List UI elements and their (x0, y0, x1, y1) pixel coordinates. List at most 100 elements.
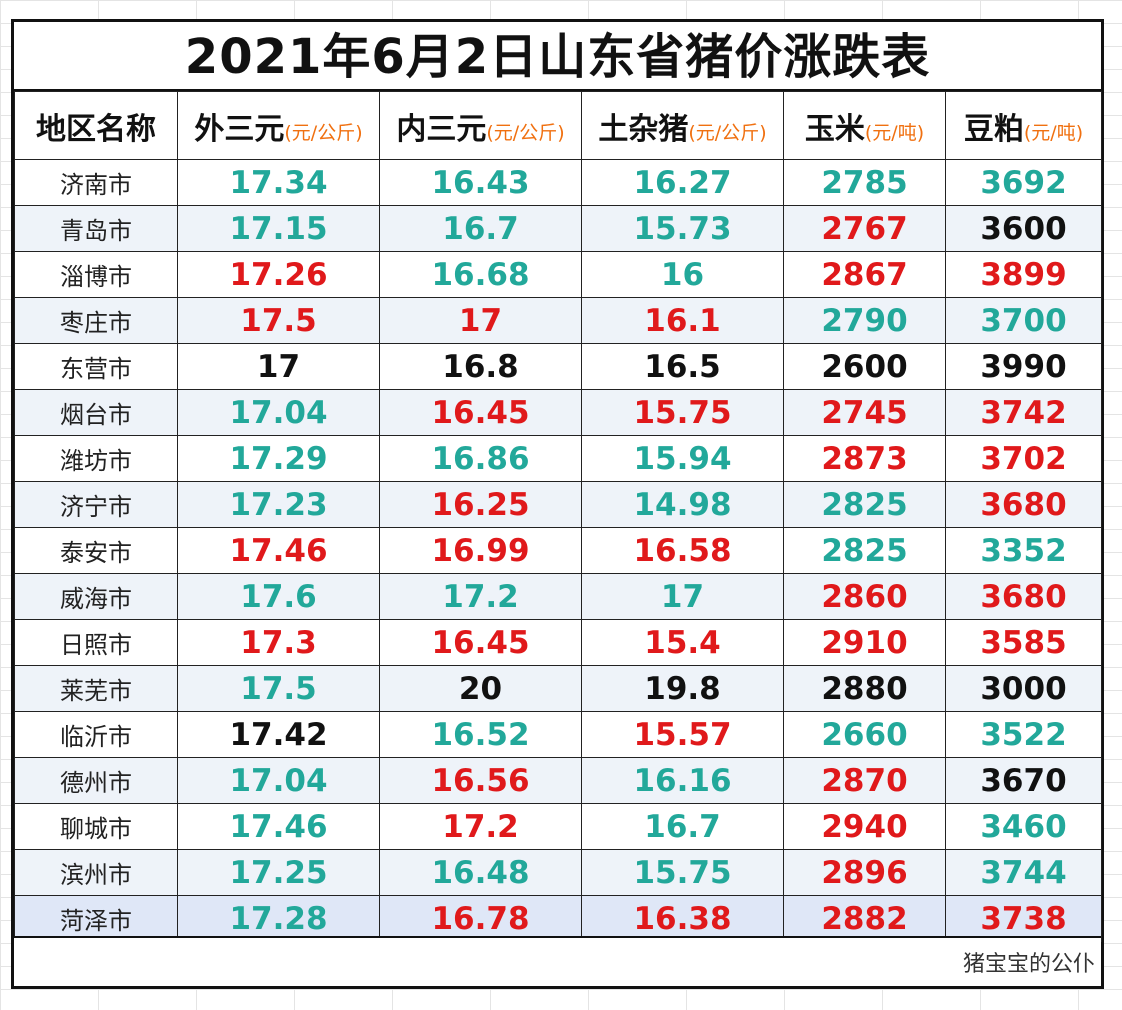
cell-neisanyuan[interactable]: 16.43 (379, 159, 582, 206)
cell-neisanyuan[interactable]: 16.52 (379, 711, 582, 758)
header-neisanyuan[interactable]: 内三元(元/公斤) (379, 91, 582, 160)
cell-tuzazhu[interactable]: 16.58 (581, 527, 784, 574)
cell-yumi[interactable]: 2867 (783, 251, 946, 298)
cell-doupo[interactable]: 3990 (945, 343, 1102, 390)
cell-neisanyuan[interactable]: 16.99 (379, 527, 582, 574)
cell-tuzazhu[interactable]: 16.5 (581, 343, 784, 390)
cell-region[interactable]: 滨州市 (14, 849, 178, 896)
cell-doupo[interactable]: 3352 (945, 527, 1102, 574)
cell-doupo[interactable]: 3522 (945, 711, 1102, 758)
cell-neisanyuan[interactable]: 16.7 (379, 205, 582, 252)
cell-waisanyuan[interactable]: 17.15 (177, 205, 380, 252)
header-waisanyuan[interactable]: 外三元(元/公斤) (177, 91, 380, 160)
cell-neisanyuan[interactable]: 16.45 (379, 389, 582, 436)
cell-region[interactable]: 济宁市 (14, 481, 178, 528)
cell-tuzazhu[interactable]: 15.94 (581, 435, 784, 482)
cell-yumi[interactable]: 2785 (783, 159, 946, 206)
cell-doupo[interactable]: 3000 (945, 665, 1102, 712)
cell-tuzazhu[interactable]: 17 (581, 573, 784, 620)
cell-yumi[interactable]: 2600 (783, 343, 946, 390)
cell-neisanyuan[interactable]: 16.25 (379, 481, 582, 528)
cell-neisanyuan[interactable]: 16.78 (379, 895, 582, 942)
cell-tuzazhu[interactable]: 14.98 (581, 481, 784, 528)
cell-neisanyuan[interactable]: 16.68 (379, 251, 582, 298)
cell-yumi[interactable]: 2825 (783, 527, 946, 574)
cell-waisanyuan[interactable]: 17.46 (177, 527, 380, 574)
cell-tuzazhu[interactable]: 19.8 (581, 665, 784, 712)
cell-doupo[interactable]: 3585 (945, 619, 1102, 666)
cell-neisanyuan[interactable]: 17 (379, 297, 582, 344)
cell-region[interactable]: 菏泽市 (14, 895, 178, 942)
cell-waisanyuan[interactable]: 17.3 (177, 619, 380, 666)
cell-doupo[interactable]: 3460 (945, 803, 1102, 850)
cell-waisanyuan[interactable]: 17.25 (177, 849, 380, 896)
cell-yumi[interactable]: 2940 (783, 803, 946, 850)
cell-doupo[interactable]: 3680 (945, 481, 1102, 528)
cell-tuzazhu[interactable]: 16.38 (581, 895, 784, 942)
cell-tuzazhu[interactable]: 15.75 (581, 389, 784, 436)
cell-tuzazhu[interactable]: 16.7 (581, 803, 784, 850)
cell-waisanyuan[interactable]: 17.6 (177, 573, 380, 620)
header-tuzazhu[interactable]: 土杂猪(元/公斤) (581, 91, 784, 160)
cell-waisanyuan[interactable]: 17.34 (177, 159, 380, 206)
cell-neisanyuan[interactable]: 16.86 (379, 435, 582, 482)
cell-waisanyuan[interactable]: 17.04 (177, 389, 380, 436)
cell-tuzazhu[interactable]: 15.75 (581, 849, 784, 896)
cell-waisanyuan[interactable]: 17.04 (177, 757, 380, 804)
cell-yumi[interactable]: 2790 (783, 297, 946, 344)
cell-neisanyuan[interactable]: 17.2 (379, 573, 582, 620)
cell-tuzazhu[interactable]: 16 (581, 251, 784, 298)
cell-tuzazhu[interactable]: 16.16 (581, 757, 784, 804)
cell-region[interactable]: 东营市 (14, 343, 178, 390)
cell-yumi[interactable]: 2910 (783, 619, 946, 666)
cell-doupo[interactable]: 3680 (945, 573, 1102, 620)
cell-region[interactable]: 莱芜市 (14, 665, 178, 712)
cell-neisanyuan[interactable]: 16.45 (379, 619, 582, 666)
header-region[interactable]: 地区名称 (14, 91, 178, 160)
cell-region[interactable]: 淄博市 (14, 251, 178, 298)
cell-neisanyuan[interactable]: 16.56 (379, 757, 582, 804)
cell-region[interactable]: 泰安市 (14, 527, 178, 574)
cell-doupo[interactable]: 3738 (945, 895, 1102, 942)
cell-yumi[interactable]: 2873 (783, 435, 946, 482)
cell-tuzazhu[interactable]: 15.73 (581, 205, 784, 252)
cell-doupo[interactable]: 3700 (945, 297, 1102, 344)
cell-doupo[interactable]: 3744 (945, 849, 1102, 896)
cell-waisanyuan[interactable]: 17.26 (177, 251, 380, 298)
cell-neisanyuan[interactable]: 16.48 (379, 849, 582, 896)
cell-region[interactable]: 德州市 (14, 757, 178, 804)
header-yumi[interactable]: 玉米(元/吨) (783, 91, 946, 160)
header-doupo[interactable]: 豆粕(元/吨) (945, 91, 1102, 160)
cell-region[interactable]: 临沂市 (14, 711, 178, 758)
cell-tuzazhu[interactable]: 15.57 (581, 711, 784, 758)
cell-region[interactable]: 聊城市 (14, 803, 178, 850)
cell-waisanyuan[interactable]: 17.23 (177, 481, 380, 528)
cell-yumi[interactable]: 2870 (783, 757, 946, 804)
cell-region[interactable]: 济南市 (14, 159, 178, 206)
cell-waisanyuan[interactable]: 17.29 (177, 435, 380, 482)
cell-waisanyuan[interactable]: 17.5 (177, 297, 380, 344)
cell-waisanyuan[interactable]: 17 (177, 343, 380, 390)
cell-tuzazhu[interactable]: 15.4 (581, 619, 784, 666)
cell-yumi[interactable]: 2896 (783, 849, 946, 896)
cell-yumi[interactable]: 2882 (783, 895, 946, 942)
cell-waisanyuan[interactable]: 17.46 (177, 803, 380, 850)
cell-region[interactable]: 青岛市 (14, 205, 178, 252)
cell-yumi[interactable]: 2825 (783, 481, 946, 528)
cell-region[interactable]: 烟台市 (14, 389, 178, 436)
cell-region[interactable]: 日照市 (14, 619, 178, 666)
cell-yumi[interactable]: 2767 (783, 205, 946, 252)
cell-doupo[interactable]: 3692 (945, 159, 1102, 206)
cell-doupo[interactable]: 3899 (945, 251, 1102, 298)
cell-neisanyuan[interactable]: 16.8 (379, 343, 582, 390)
cell-neisanyuan[interactable]: 17.2 (379, 803, 582, 850)
cell-region[interactable]: 枣庄市 (14, 297, 178, 344)
cell-neisanyuan[interactable]: 20 (379, 665, 582, 712)
cell-doupo[interactable]: 3670 (945, 757, 1102, 804)
cell-yumi[interactable]: 2745 (783, 389, 946, 436)
cell-waisanyuan[interactable]: 17.28 (177, 895, 380, 942)
cell-yumi[interactable]: 2660 (783, 711, 946, 758)
cell-waisanyuan[interactable]: 17.5 (177, 665, 380, 712)
cell-doupo[interactable]: 3742 (945, 389, 1102, 436)
cell-doupo[interactable]: 3600 (945, 205, 1102, 252)
